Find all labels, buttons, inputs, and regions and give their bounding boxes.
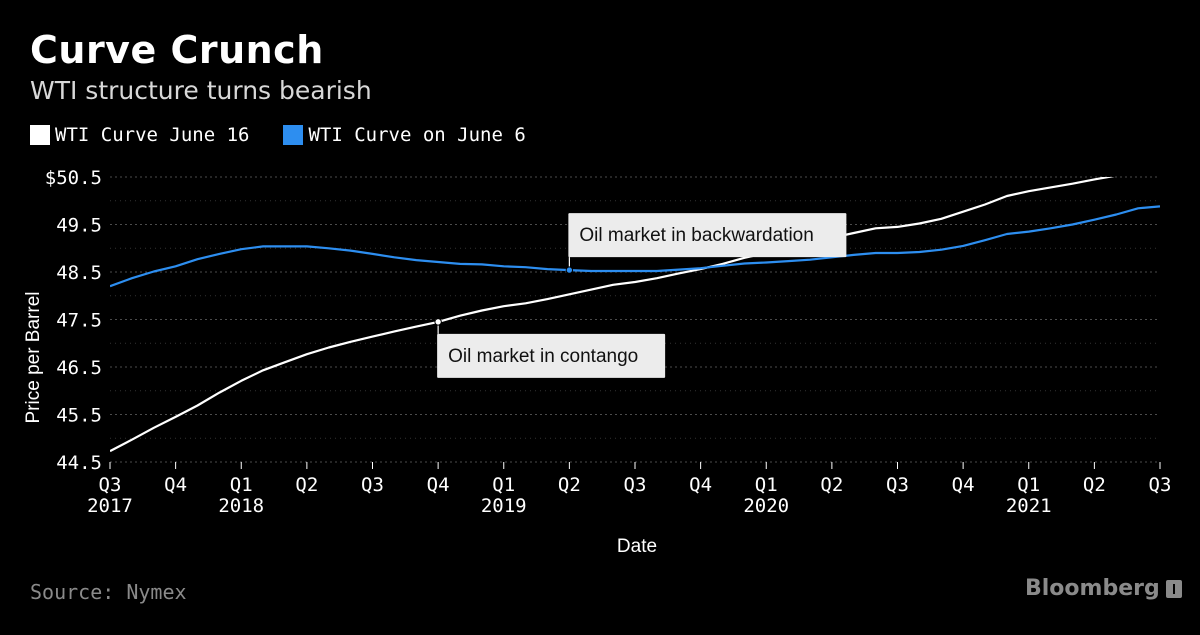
x-tick-label: Q4 — [952, 474, 975, 496]
x-tick-label: Q2 — [295, 474, 318, 496]
brand-logo: Bloomberg — [1025, 576, 1182, 601]
y-tick-label: 49.5 — [56, 215, 102, 237]
x-tick-label: Q4 — [427, 474, 450, 496]
x-tick-label: Q3 — [361, 474, 384, 496]
x-tick-label: Q4 — [164, 474, 187, 496]
x-tick-label: Q1 — [230, 474, 253, 496]
annotation-label: Oil market in contango — [448, 346, 638, 367]
x-tick-label: Q2 — [558, 474, 581, 496]
series-line-0 — [110, 177, 1115, 453]
y-tick-label: 45.5 — [56, 405, 102, 427]
legend-label-june6: WTI Curve on June 6 — [308, 124, 526, 146]
annotation-box — [437, 333, 666, 378]
y-tick-label: 44.5 — [56, 452, 102, 474]
x-tick-year: 2017 — [87, 495, 133, 517]
x-tick-label: Q4 — [689, 474, 712, 496]
legend-swatch-june16 — [30, 125, 50, 145]
x-tick-label: Q1 — [492, 474, 515, 496]
chart-subtitle: WTI structure turns bearish — [30, 76, 372, 105]
x-tick-label: Q2 — [1083, 474, 1106, 496]
legend-item-june16: WTI Curve June 16 — [30, 124, 249, 146]
x-tick-label: Q3 — [886, 474, 909, 496]
x-tick-year: 2018 — [218, 495, 264, 517]
y-tick-label: 47.5 — [56, 310, 102, 332]
chart-title: Curve Crunch — [30, 28, 324, 72]
y-tick-label: 46.5 — [56, 357, 102, 379]
legend-label-june16: WTI Curve June 16 — [55, 124, 250, 146]
y-tick-label: $50.5 — [45, 167, 102, 189]
legend: WTI Curve June 16 WTI Curve on June 6 — [30, 124, 560, 146]
annotation-label: Oil market in backwardation — [579, 225, 813, 246]
x-tick-label: Q1 — [1017, 474, 1040, 496]
x-tick-year: 2021 — [1006, 495, 1052, 517]
x-tick-label: Q2 — [820, 474, 843, 496]
y-axis-label: Price per Barrel — [23, 292, 44, 424]
x-tick-label: Q3 — [99, 474, 122, 496]
x-tick-year: 2019 — [481, 495, 527, 517]
x-tick-year: 2020 — [743, 495, 789, 517]
annotation-box — [568, 213, 847, 258]
x-tick-label: Q1 — [755, 474, 778, 496]
annotation-point — [434, 318, 442, 326]
source-note: Source: Nymex — [30, 580, 187, 604]
x-axis-label: Date — [617, 536, 657, 557]
bloomberg-icon — [1165, 579, 1182, 598]
brand-name: Bloomberg — [1025, 576, 1160, 601]
x-tick-label: Q3 — [624, 474, 647, 496]
series-line-1 — [110, 205, 1160, 288]
annotation-point — [565, 266, 574, 274]
y-tick-label: 48.5 — [56, 262, 102, 284]
legend-swatch-june6 — [283, 125, 304, 145]
legend-item-june6: WTI Curve on June 6 — [283, 124, 526, 146]
x-tick-label: Q3 — [1149, 474, 1172, 496]
